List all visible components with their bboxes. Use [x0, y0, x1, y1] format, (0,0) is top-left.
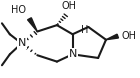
Text: N: N [17, 38, 26, 48]
Polygon shape [106, 34, 118, 40]
Polygon shape [28, 18, 37, 32]
Text: H: H [81, 25, 89, 35]
Text: OH: OH [61, 1, 76, 11]
Text: OH: OH [122, 31, 137, 41]
Text: HO: HO [10, 5, 25, 15]
Text: N: N [68, 49, 77, 59]
